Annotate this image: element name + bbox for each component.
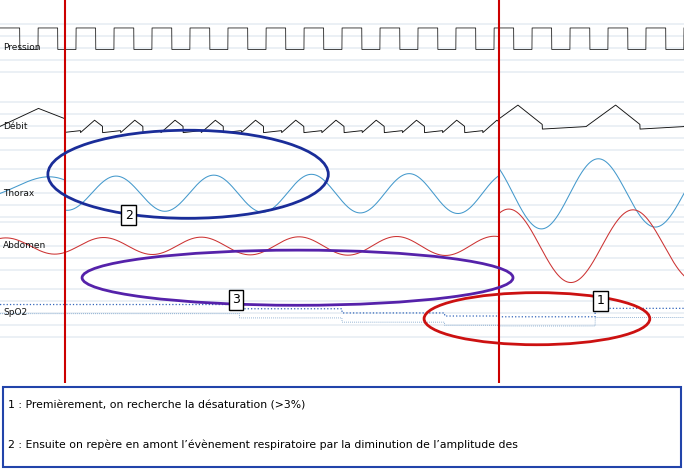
Text: 3: 3 [232, 293, 240, 306]
Text: 1 : Premièrement, on recherche la désaturation (>3%): 1 : Premièrement, on recherche la désatu… [8, 400, 306, 410]
Text: Thorax: Thorax [3, 189, 35, 198]
Text: 1: 1 [596, 294, 605, 307]
Text: Abdomen: Abdomen [3, 242, 47, 251]
Text: Pression: Pression [3, 43, 41, 52]
Text: 2 : Ensuite on repère en amont l’évènement respiratoire par la diminution de l’a: 2 : Ensuite on repère en amont l’évèneme… [8, 439, 518, 450]
Text: 2: 2 [124, 209, 133, 222]
Text: SpO2: SpO2 [3, 308, 27, 317]
FancyBboxPatch shape [3, 386, 681, 467]
Text: Débit: Débit [3, 122, 28, 131]
